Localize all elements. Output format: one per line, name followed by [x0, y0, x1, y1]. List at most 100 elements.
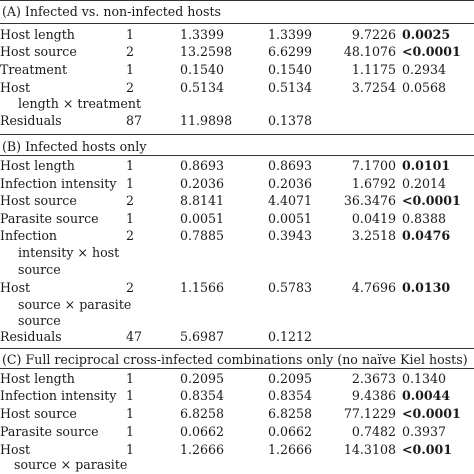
table-row: Parasite source 1 0.0662 0.0662 0.7482 0…	[0, 424, 474, 440]
table-row: Host 2 0.5134 0.5134 3.7254 0.0568	[0, 80, 474, 96]
df-cell: 87	[126, 113, 143, 128]
term-continuation: source × parasite	[18, 297, 132, 312]
df-cell: 1	[126, 442, 135, 457]
term-cell: Host source	[0, 44, 77, 59]
table-row: Host source 1 6.8258 6.8258 77.1229 <0.0…	[0, 406, 474, 422]
ms-cell: 0.8693	[268, 158, 313, 173]
term-continuation: intensity × host	[18, 245, 120, 260]
ss-cell: 1.3399	[180, 27, 225, 42]
f-cell: 9.7226	[351, 27, 396, 42]
term-cell: Host source	[0, 406, 77, 421]
section-c-top-rule	[0, 348, 474, 349]
p-cell: <0.001	[402, 442, 452, 457]
term-cell: Parasite source	[0, 211, 99, 226]
df-cell: 47	[126, 329, 143, 344]
ms-cell: 0.0051	[268, 211, 313, 226]
p-cell: <0.0001	[402, 193, 461, 208]
table-row: Host length 1 1.3399 1.3399 9.7226 0.002…	[0, 27, 474, 43]
df-cell: 1	[126, 62, 135, 77]
df-cell: 2	[126, 280, 135, 295]
df-cell: 2	[126, 44, 135, 59]
term-cell: Residuals	[0, 329, 62, 344]
p-cell: 0.0025	[402, 27, 451, 42]
ss-cell: 0.8354	[180, 388, 225, 403]
ss-cell: 1.1566	[180, 280, 225, 295]
section-a-header-rule	[0, 23, 474, 24]
term-cell: Infection intensity	[0, 388, 117, 403]
section-c-header-rule	[0, 368, 474, 369]
p-cell: 0.0476	[402, 228, 451, 243]
df-cell: 2	[126, 80, 135, 95]
ss-cell: 8.8141	[180, 193, 225, 208]
table-row: Infection 2 0.7885 0.3943 3.2518 0.0476	[0, 228, 474, 244]
section-b-header-rule	[0, 155, 474, 156]
ss-cell: 0.5134	[180, 80, 225, 95]
table-row: Parasite source 1 0.0051 0.0051 0.0419 0…	[0, 211, 474, 227]
ss-cell: 0.8693	[180, 158, 225, 173]
ms-cell: 0.3943	[268, 228, 313, 243]
table-row: Host length 1 0.8693 0.8693 7.1700 0.010…	[0, 158, 474, 174]
f-cell: 9.4386	[351, 388, 396, 403]
table-row: Host 1 1.2666 1.2666 14.3108 <0.001	[0, 442, 474, 458]
ms-cell: 1.2666	[268, 442, 313, 457]
df-cell: 1	[126, 176, 135, 191]
ms-cell: 1.3399	[268, 27, 313, 42]
df-cell: 1	[126, 158, 135, 173]
ms-cell: 0.2095	[268, 371, 313, 386]
f-cell: 1.1175	[351, 62, 396, 77]
f-cell: 14.3108	[343, 442, 396, 457]
section-a-title: (A) Infected vs. non-infected hosts	[2, 4, 221, 19]
ms-cell: 0.1378	[268, 113, 313, 128]
term-continuation: source	[18, 262, 61, 277]
table-row: Host length 1 0.2095 0.2095 2.3673 0.134…	[0, 371, 474, 387]
f-cell: 1.6792	[351, 176, 396, 191]
df-cell: 1	[126, 211, 135, 226]
ss-cell: 6.8258	[180, 406, 225, 421]
p-cell: 0.3937	[402, 424, 447, 439]
section-b-top-rule	[0, 134, 474, 135]
term-cell: Host length	[0, 27, 75, 42]
ss-cell: 1.2666	[180, 442, 225, 457]
ms-cell: 0.0662	[268, 424, 313, 439]
f-cell: 48.1076	[343, 44, 396, 59]
term-cell: Host source	[0, 193, 77, 208]
f-cell: 0.7482	[351, 424, 396, 439]
p-cell: 0.2014	[402, 176, 447, 191]
p-cell: 0.0044	[402, 388, 451, 403]
df-cell: 1	[126, 27, 135, 42]
f-cell: 77.1229	[343, 406, 396, 421]
term-continuation: length × treatment	[18, 96, 142, 111]
term-cell: Host	[0, 442, 31, 457]
df-cell: 2	[126, 193, 135, 208]
p-cell: <0.0001	[402, 44, 461, 59]
section-c-title: (C) Full reciprocal cross-infected combi…	[2, 352, 468, 367]
term-cell: Host length	[0, 371, 75, 386]
f-cell: 3.2518	[351, 228, 396, 243]
term-cell: Infection	[0, 228, 58, 243]
ms-cell: 6.8258	[268, 406, 313, 421]
f-cell: 2.3673	[351, 371, 396, 386]
ms-cell: 0.8354	[268, 388, 313, 403]
f-cell: 4.7696	[351, 280, 396, 295]
f-cell: 36.3476	[343, 193, 396, 208]
table-row: Infection intensity 1 0.8354 0.8354 9.43…	[0, 388, 474, 404]
ms-cell: 0.1540	[268, 62, 313, 77]
p-cell: 0.8388	[402, 211, 447, 226]
ss-cell: 0.7885	[180, 228, 225, 243]
section-b-title: (B) Infected hosts only	[2, 139, 147, 154]
term-cell: Host	[0, 80, 31, 95]
ss-cell: 0.0051	[180, 211, 225, 226]
term-cell: Residuals	[0, 113, 62, 128]
ss-cell: 0.1540	[180, 62, 225, 77]
ms-cell: 0.1212	[268, 329, 313, 344]
table-row: Infection intensity 1 0.2036 0.2036 1.67…	[0, 176, 474, 192]
ss-cell: 0.2036	[180, 176, 225, 191]
table-row: Host source 2 8.8141 4.4071 36.3476 <0.0…	[0, 193, 474, 209]
p-cell: 0.1340	[402, 371, 447, 386]
f-cell: 3.7254	[351, 80, 396, 95]
table-row: Host source 2 13.2598 6.6299 48.1076 <0.…	[0, 44, 474, 60]
term-continuation: source × parasite	[14, 457, 128, 472]
table-row: Residuals 47 5.6987 0.1212	[0, 329, 474, 345]
ss-cell: 0.2095	[180, 371, 225, 386]
